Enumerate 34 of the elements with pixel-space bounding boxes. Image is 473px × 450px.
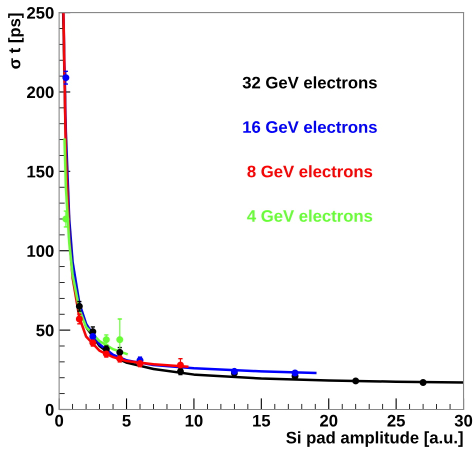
line-series: [63, 138, 128, 356]
y-tick-label: 200: [27, 86, 54, 98]
point: [176, 362, 184, 369]
point: [116, 336, 124, 344]
point: [89, 333, 96, 340]
x-tick-label: 25: [387, 414, 405, 427]
y-tick-label: 0: [46, 404, 54, 416]
y-axis-title: σ t [ps]: [8, 14, 24, 69]
y-tick-label: 100: [28, 245, 54, 257]
point: [292, 370, 299, 376]
point: [136, 360, 144, 367]
x-tick-label: 5: [122, 414, 131, 427]
point: [76, 302, 83, 310]
y-tick-label: 150: [28, 166, 54, 178]
text: 8 GeV electrons: [247, 165, 372, 178]
y-tick-label: 250: [27, 7, 54, 19]
point: [76, 316, 83, 322]
point: [420, 379, 427, 386]
point: [102, 336, 110, 344]
point: [62, 216, 70, 222]
x-tick-label: 15: [253, 414, 270, 427]
text: 16 GeV electrons: [243, 120, 377, 133]
point: [352, 377, 360, 384]
text: 4 GeV electrons: [247, 210, 372, 222]
x-tick-label: 30: [454, 414, 472, 427]
x-tick-label: 20: [320, 414, 338, 427]
point: [62, 74, 70, 82]
text: 32 GeV electrons: [242, 76, 377, 89]
x-axis-title: Si pad amplitude [a.u.]: [286, 431, 463, 447]
y-tick-label: 50: [36, 324, 54, 336]
x-tick-label: 0: [55, 414, 64, 427]
point: [116, 348, 124, 356]
point: [102, 350, 110, 358]
x-tick-label: 10: [186, 414, 203, 427]
